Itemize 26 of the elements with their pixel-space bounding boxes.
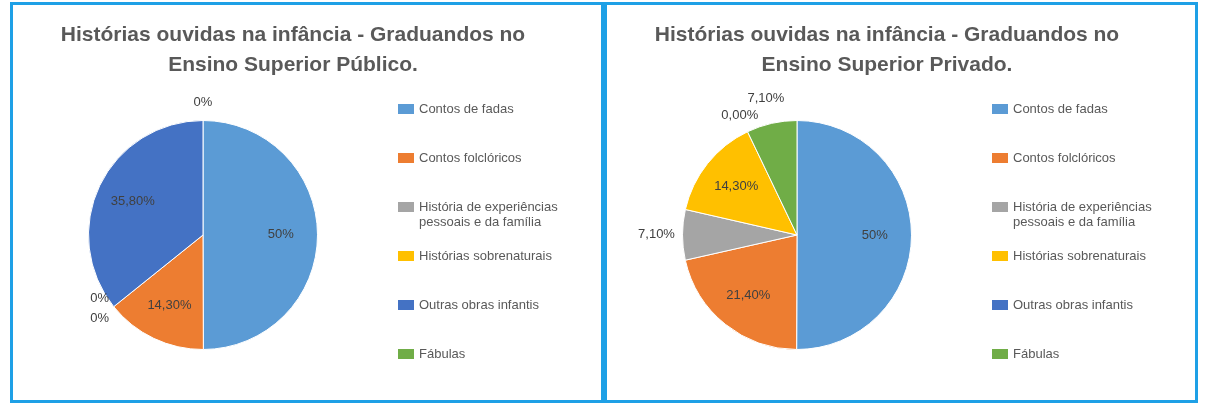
data-label: 50% [861, 226, 889, 242]
legend-label: Contos de fadas [1013, 101, 1108, 116]
legend-label: História de experiências pessoais e da família [1013, 199, 1153, 229]
data-label: 50% [267, 226, 295, 242]
text: 0% [90, 309, 110, 325]
legend-label: Outras obras infantis [419, 297, 539, 312]
text: 0% [193, 94, 213, 110]
data-label: 7,10% [747, 89, 785, 105]
data-label: 21,40% [726, 287, 771, 303]
legend-label: Histórias sobrenaturais [1013, 248, 1146, 263]
chart-title: Histórias ouvidas na infância - Graduandos no Ensino Superior Privado. [653, 21, 1121, 77]
legend-label: Fábulas [1013, 346, 1060, 361]
text: 0,00% [721, 107, 759, 123]
text: 0% [90, 289, 110, 305]
legend-label: Histórias sobrenaturais [419, 248, 552, 263]
legend-label: Fábulas [419, 346, 466, 361]
legend-label: Contos de fadas [419, 101, 514, 116]
legend-label: Contos folclóricos [1013, 150, 1116, 165]
data-label: 7,10% [638, 226, 676, 242]
legend-label: Outras obras infantis [1013, 297, 1133, 312]
data-label: 14,30% [714, 177, 759, 193]
data-label: 35,80% [110, 192, 156, 208]
legend-label: História de experiências pessoais e da família [419, 199, 559, 229]
chart-title: Histórias ouvidas na infância - Graduandos no Ensino Superior Público. [59, 21, 527, 77]
legend-label: Contos folclóricos [419, 150, 522, 165]
data-label: 14,30% [147, 296, 192, 312]
